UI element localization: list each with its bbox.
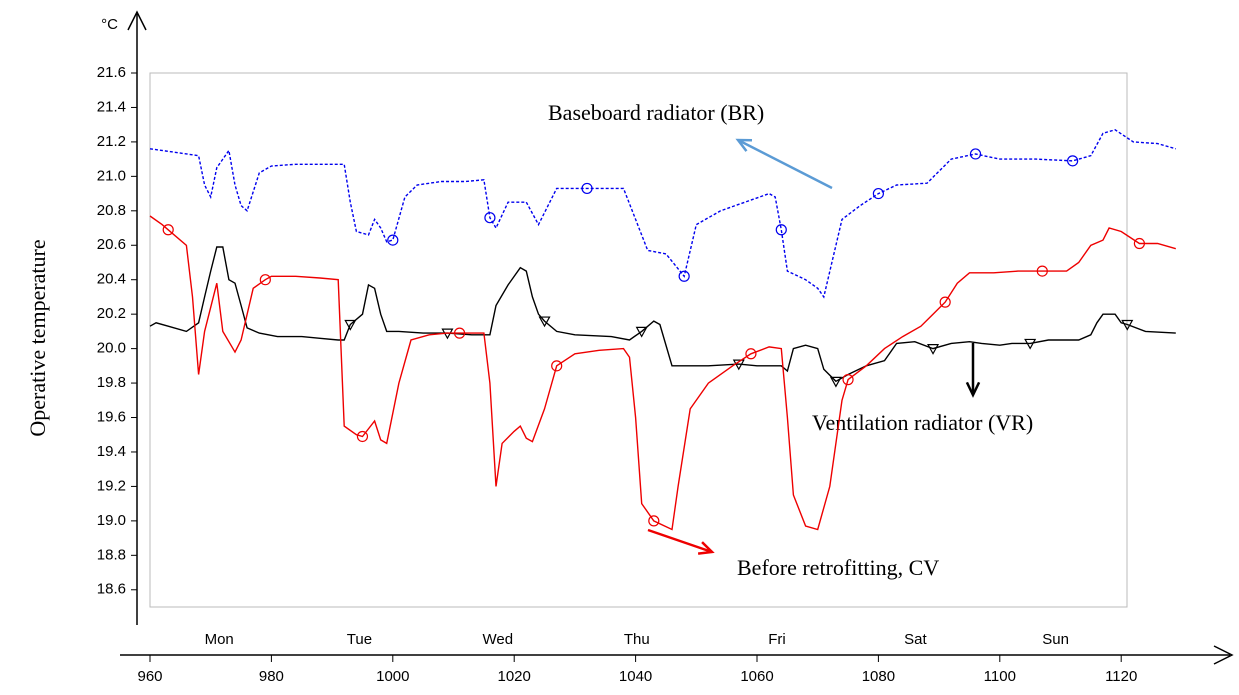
annotation-arrowhead — [697, 541, 715, 555]
y-tick-label: 21.6 — [97, 64, 126, 81]
y-tick-label: 20.2 — [97, 305, 126, 322]
y-tick-label: 20.6 — [97, 236, 126, 253]
y-tick-label: 20.8 — [97, 202, 126, 219]
series-label: Before retrofitting, CV — [737, 555, 939, 580]
annotation-arrow — [647, 528, 713, 554]
x-tick-label: 1040 — [619, 668, 652, 685]
marker — [387, 234, 399, 246]
marker — [551, 360, 563, 372]
series-label: Ventilation radiator (VR) — [812, 410, 1033, 435]
marker — [927, 344, 940, 355]
marker — [678, 270, 690, 282]
day-label: Fri — [768, 631, 786, 648]
y-tick-label: 20.4 — [97, 271, 126, 288]
day-label: Mon — [205, 631, 234, 648]
day-label: Thu — [624, 631, 650, 648]
marker — [829, 376, 842, 388]
day-label: Wed — [483, 631, 514, 648]
y-tick-label: 19.6 — [97, 408, 126, 425]
marker — [453, 327, 466, 339]
marker — [732, 359, 745, 371]
y-tick-label: 18.8 — [97, 546, 126, 563]
marker — [969, 148, 982, 160]
x-tick-label: 1020 — [498, 668, 531, 685]
marker — [356, 430, 369, 443]
marker — [1024, 338, 1037, 350]
y-axis-arrow — [127, 10, 147, 31]
y-tick-label: 21.2 — [97, 133, 126, 150]
marker — [939, 296, 951, 308]
y-unit: °C — [101, 16, 118, 33]
y-tick-label: 21.4 — [97, 98, 126, 115]
x-tick-label: 1000 — [376, 668, 409, 685]
y-tick-label: 19.2 — [97, 477, 126, 494]
x-tick-label: 1080 — [862, 668, 895, 685]
annotation-arrowhead — [965, 381, 981, 398]
x-tick-label: 1100 — [984, 668, 1016, 685]
marker — [648, 515, 660, 527]
annotation-arrow — [737, 138, 833, 190]
x-axis-arrow — [1213, 645, 1234, 665]
y-tick-label: 20.0 — [97, 340, 126, 357]
y-tick-label: 19.8 — [97, 374, 126, 391]
x-tick-label: 980 — [259, 668, 284, 685]
day-label: Sat — [904, 631, 927, 648]
plot-frame — [149, 72, 1128, 608]
marker — [162, 224, 174, 236]
series-line — [149, 129, 1176, 299]
marker — [581, 182, 593, 195]
marker — [259, 274, 271, 286]
series-label: Baseboard radiator (BR) — [548, 100, 764, 125]
y-tick-label: 18.6 — [97, 581, 126, 598]
marker — [538, 316, 551, 328]
y-axis-title: Operative temperature — [25, 239, 50, 436]
marker — [1067, 155, 1079, 167]
marker — [1133, 237, 1146, 250]
marker — [344, 319, 357, 331]
series-line — [149, 215, 1176, 531]
x-tick-label: 960 — [137, 668, 162, 685]
marker — [484, 212, 496, 224]
y-tick-label: 19.0 — [97, 512, 126, 529]
marker — [872, 187, 885, 200]
x-tick-label: 1060 — [740, 668, 773, 685]
marker — [1121, 319, 1134, 331]
day-label: Tue — [347, 631, 372, 648]
marker — [775, 224, 787, 236]
marker — [1036, 265, 1048, 277]
y-tick-label: 21.0 — [97, 167, 126, 184]
x-tick-label: 1120 — [1105, 668, 1137, 685]
series-line — [149, 246, 1176, 383]
day-label: Sun — [1042, 631, 1069, 648]
marker — [842, 374, 854, 386]
y-tick-label: 19.4 — [97, 443, 126, 460]
marker — [745, 348, 757, 360]
annotation-arrowhead — [735, 138, 753, 152]
marker — [635, 326, 648, 338]
